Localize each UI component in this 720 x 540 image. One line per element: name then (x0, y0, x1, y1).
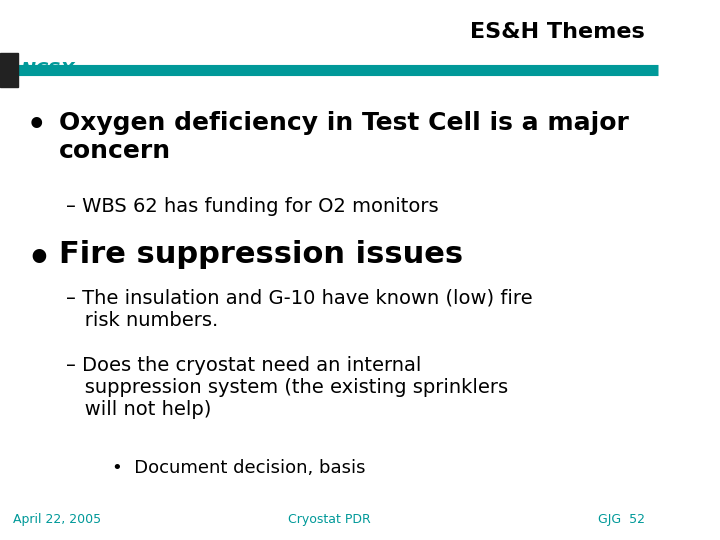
Text: – Does the cryostat need an internal
   suppression system (the existing sprinkl: – Does the cryostat need an internal sup… (66, 356, 508, 420)
Text: NCSX: NCSX (21, 61, 76, 79)
Text: •: • (27, 240, 51, 278)
Bar (0, 53, 19, 87)
Text: •: • (27, 111, 46, 140)
Text: •  Document decision, basis: • Document decision, basis (112, 459, 365, 477)
Text: ES&H Themes: ES&H Themes (470, 22, 644, 42)
Text: April 22, 2005: April 22, 2005 (13, 514, 102, 526)
Text: Fire suppression issues: Fire suppression issues (59, 240, 464, 269)
Text: – The insulation and G-10 have known (low) fire
   risk numbers.: – The insulation and G-10 have known (lo… (66, 289, 532, 330)
Text: GJG  52: GJG 52 (598, 514, 644, 526)
Text: – WBS 62 has funding for O2 monitors: – WBS 62 has funding for O2 monitors (66, 197, 438, 216)
Text: Cryostat PDR: Cryostat PDR (287, 514, 370, 526)
Text: Oxygen deficiency in Test Cell is a major
concern: Oxygen deficiency in Test Cell is a majo… (59, 111, 629, 163)
